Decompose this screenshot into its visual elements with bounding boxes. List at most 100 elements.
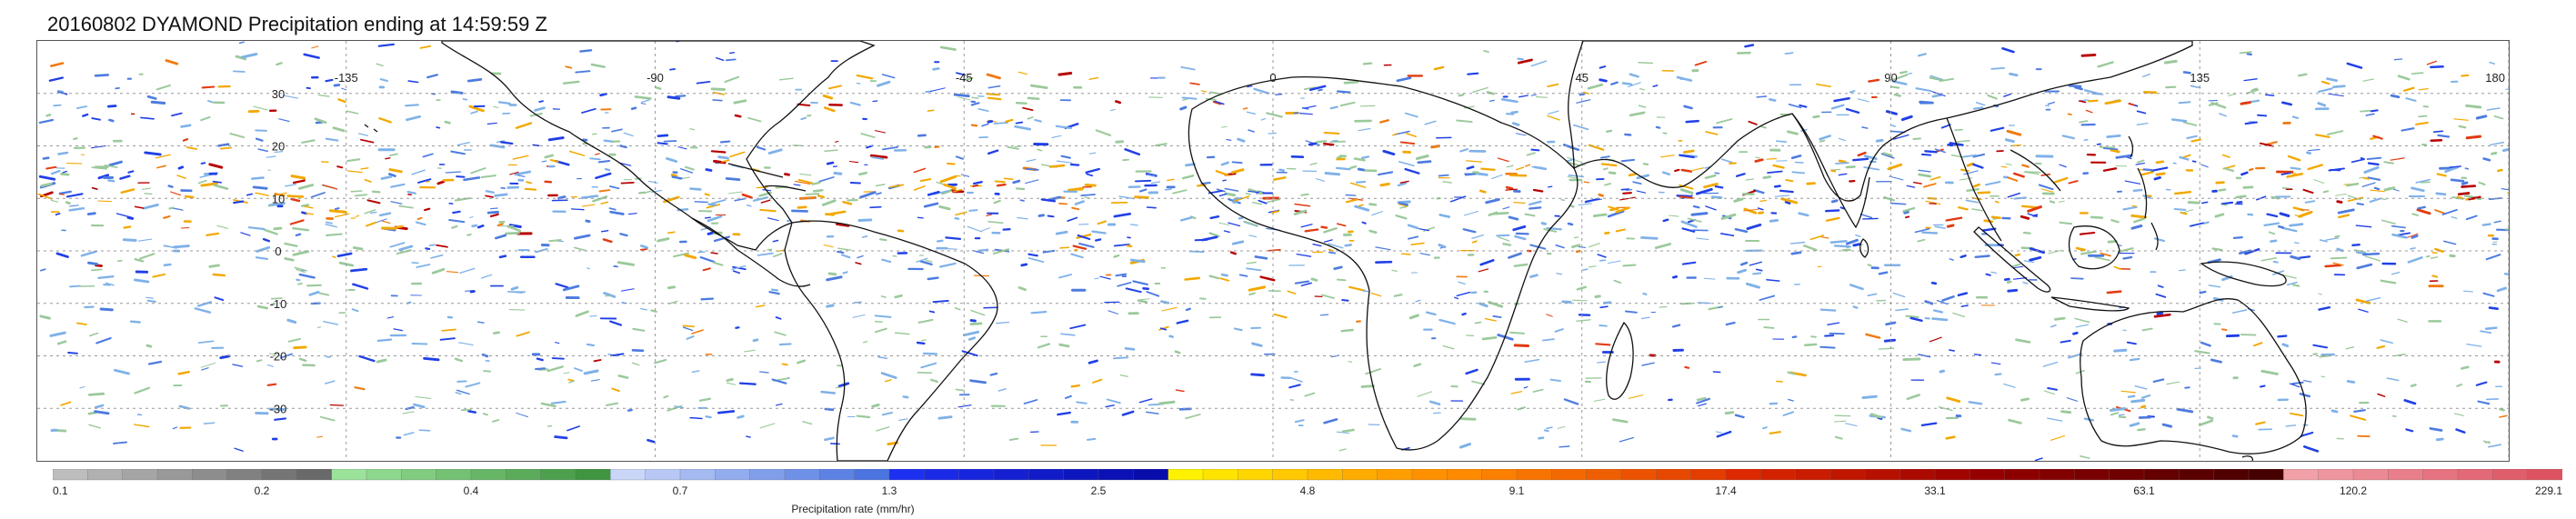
precip-cell — [1300, 224, 1313, 228]
precip-cell — [2120, 390, 2136, 394]
precip-cell — [1787, 130, 1799, 135]
precip-cell — [1248, 129, 1255, 133]
precip-cell — [255, 129, 267, 132]
precip-cell — [620, 288, 635, 292]
precip-cell — [385, 157, 391, 160]
precip-cell — [1766, 157, 1778, 160]
precip-cell — [290, 175, 306, 180]
precip-cell — [2173, 190, 2192, 195]
precip-cell — [1475, 172, 1488, 176]
precip-cell — [1113, 254, 1120, 258]
precip-cell — [1027, 116, 1034, 120]
precip-cell — [1819, 139, 1826, 143]
precip-cell — [1323, 227, 1338, 234]
precip-cell — [2130, 398, 2146, 404]
precip-cell — [970, 309, 986, 316]
precip-cell — [1906, 394, 1920, 401]
precip-cell — [1304, 392, 1316, 397]
precip-cell — [1804, 343, 1818, 347]
precip-cell — [1112, 356, 1129, 360]
precip-cell — [1517, 58, 1533, 65]
precip-cell — [1532, 188, 1544, 193]
precip-cell — [2048, 249, 2063, 255]
precip-cell — [917, 216, 924, 219]
precip-cell — [1588, 265, 1597, 268]
precip-cell — [1071, 206, 1080, 211]
precip-cell — [2383, 161, 2394, 165]
precip-cell — [1182, 98, 1188, 101]
precip-cell — [1679, 188, 1694, 195]
precip-cell — [1515, 232, 1529, 235]
precip-cell — [2317, 102, 2327, 107]
precip-cell — [252, 185, 268, 190]
precip-cell — [1113, 243, 1130, 247]
precip-cell — [1375, 246, 1391, 251]
colorbar-swatch — [958, 469, 995, 481]
precip-cell — [640, 307, 648, 311]
precip-cell — [2381, 219, 2396, 225]
colorbar-swatch — [2248, 469, 2284, 481]
precip-cell — [2380, 279, 2397, 284]
precip-cell — [219, 354, 231, 360]
precip-cell — [747, 116, 762, 123]
precip-cell — [2152, 378, 2165, 383]
colorbar-swatch — [331, 469, 367, 481]
precip-cell — [97, 200, 112, 203]
precip-cell — [2270, 195, 2280, 200]
precip-cell — [726, 382, 737, 385]
precip-cell — [869, 205, 882, 209]
precip-cell — [1743, 207, 1758, 215]
precip-cell — [2257, 114, 2268, 117]
precip-cell — [495, 234, 507, 240]
precip-cell — [2437, 134, 2451, 138]
precip-cell — [617, 374, 629, 379]
precip-cell — [970, 102, 980, 106]
precip-cell — [2003, 383, 2016, 388]
precip-cell — [454, 357, 464, 363]
precip-cell — [1954, 128, 1963, 131]
precipitation-map[interactable]: -135 -90 -45 0 45 90 135 180 30 20 10 0 -10 -20 -30 — [36, 40, 2510, 462]
precip-cell — [1496, 234, 1510, 237]
precip-cell — [445, 171, 462, 174]
precip-cell — [1760, 125, 1767, 129]
precip-cell — [593, 359, 602, 363]
precip-cell — [1668, 215, 1679, 217]
precip-cell — [55, 252, 69, 259]
precip-cell — [1398, 204, 1408, 207]
lat-tick-label: 30 — [272, 87, 285, 101]
colorbar-swatch — [924, 469, 960, 481]
precip-cell — [566, 425, 580, 432]
precip-cell — [406, 190, 416, 195]
precip-cell — [1767, 170, 1783, 174]
precip-cell — [1215, 170, 1230, 176]
precip-cell — [2239, 51, 2252, 55]
precip-cell — [1526, 152, 1536, 156]
precip-cell — [1296, 253, 1312, 257]
precip-cell — [286, 318, 297, 324]
precip-cell — [147, 360, 163, 365]
precip-cell — [1025, 179, 1039, 185]
precip-cell — [1642, 163, 1649, 166]
precip-cell — [284, 242, 298, 247]
precip-cell — [2000, 165, 2008, 168]
precip-cell — [398, 245, 414, 252]
precip-cell — [2221, 154, 2230, 158]
precip-cell — [1442, 344, 1455, 350]
precip-cell — [256, 359, 263, 363]
precip-cell — [626, 408, 633, 412]
precip-cell — [2034, 457, 2043, 461]
precip-cell — [1834, 414, 1851, 417]
precip-cell — [73, 137, 78, 141]
precip-cell — [1524, 358, 1540, 363]
precip-cell — [2141, 74, 2150, 78]
precip-cell — [255, 137, 264, 142]
precip-cell — [619, 233, 628, 237]
precip-cell — [292, 179, 306, 185]
precip-cell — [388, 168, 403, 174]
precip-cell — [563, 372, 570, 374]
precip-cell — [707, 231, 714, 235]
precip-cell — [1057, 411, 1072, 416]
precip-cell — [1659, 305, 1668, 308]
precip-cell — [1734, 227, 1749, 234]
